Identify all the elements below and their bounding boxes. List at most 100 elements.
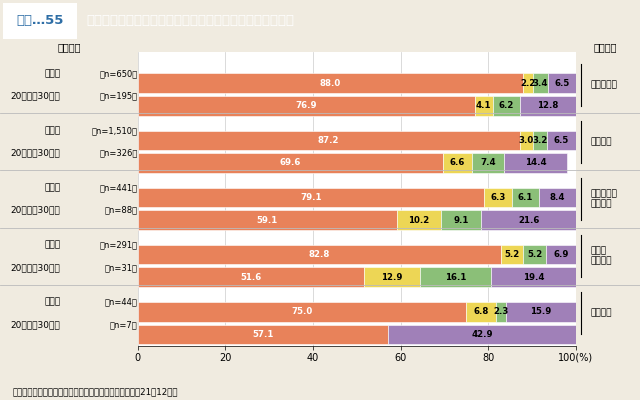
Text: 6.5: 6.5 [555,79,570,88]
Text: 10.2: 10.2 [408,216,429,224]
Text: 20歳代～30歳代: 20歳代～30歳代 [11,149,61,158]
Text: 良くない: 良くない [590,309,612,318]
Text: 図表…55: 図表…55 [16,14,63,27]
Text: 4.1: 4.1 [476,101,492,110]
Bar [524,74,533,93]
Text: （n=88）: （n=88） [104,206,138,215]
Bar [520,96,576,116]
Text: 全世代: 全世代 [44,298,61,306]
Bar [364,267,420,287]
Bar [520,131,533,150]
Text: 16.1: 16.1 [445,273,467,282]
Bar [138,324,388,344]
Text: 資料：内閣府「食育の現状と意識に関する調査」（平成21年12月）: 資料：内閣府「食育の現状と意識に関する調査」（平成21年12月） [13,387,179,396]
Bar [484,188,512,207]
Text: 14.4: 14.4 [525,158,547,168]
Bar [547,131,575,150]
Bar [138,74,524,93]
Text: 42.9: 42.9 [471,330,493,339]
Bar [397,210,442,230]
Bar [388,324,576,344]
Text: 20歳代～30歳代: 20歳代～30歳代 [11,263,61,272]
Text: 5.2: 5.2 [504,250,520,259]
FancyBboxPatch shape [3,3,77,39]
Bar [491,267,576,287]
Bar [138,302,467,322]
Bar [539,188,575,207]
Bar [548,74,577,93]
Text: 6.5: 6.5 [554,136,569,145]
Text: まあ良い: まあ良い [590,137,612,146]
Bar [420,267,491,287]
Text: （n=650）: （n=650） [99,69,138,78]
Text: 6.8: 6.8 [474,307,489,316]
Text: （n=195）: （n=195） [99,92,138,100]
Text: 3.4: 3.4 [532,79,548,88]
Text: 5.2: 5.2 [527,250,543,259]
Text: 6.6: 6.6 [449,158,465,168]
Text: 8.4: 8.4 [549,193,565,202]
Text: どちらとも
いえない: どちらとも いえない [590,189,617,209]
Text: 7.4: 7.4 [480,158,496,168]
Text: あまり
良くない: あまり 良くない [590,246,612,266]
Text: 9.1: 9.1 [454,216,469,224]
Text: 朝食摂取: 朝食摂取 [57,42,81,52]
Bar [533,74,548,93]
Bar [138,153,443,173]
Text: （n=7）: （n=7） [110,320,138,329]
Text: 21.6: 21.6 [518,216,540,224]
Text: 57.1: 57.1 [252,330,273,339]
Text: 6.9: 6.9 [554,250,569,259]
Text: とても良い: とても良い [590,80,617,89]
Text: 健康状態: 健康状態 [593,42,616,52]
Text: 59.1: 59.1 [257,216,278,224]
Text: 20歳代～30歳代: 20歳代～30歳代 [11,92,61,100]
Bar [475,96,493,116]
Bar [493,96,520,116]
Text: 2.3: 2.3 [493,307,509,316]
Text: （n=326）: （n=326） [99,149,138,158]
Text: （n=441）: （n=441） [99,183,138,192]
Text: 2.2: 2.2 [520,79,536,88]
Text: 15.9: 15.9 [531,307,552,316]
Bar [533,131,547,150]
Text: （n=291）: （n=291） [99,240,138,249]
Bar [138,188,484,207]
Text: 79.1: 79.1 [300,193,322,202]
Text: 20歳代～30歳代: 20歳代～30歳代 [11,206,61,215]
Text: 82.8: 82.8 [308,250,330,259]
Text: 20歳代～30歳代: 20歳代～30歳代 [11,320,61,329]
Bar [138,245,500,264]
Bar [138,96,475,116]
Bar [524,245,546,264]
Text: 87.2: 87.2 [318,136,339,145]
Bar [138,131,520,150]
Text: 3.2: 3.2 [532,136,548,145]
Text: 「自分の健康状態に対する認識」と「朝食摂取」との関係: 「自分の健康状態に対する認識」と「朝食摂取」との関係 [86,14,294,27]
Text: 全世代: 全世代 [44,183,61,192]
Bar [138,267,364,287]
Text: 全世代: 全世代 [44,69,61,78]
Bar [546,245,577,264]
Bar [443,153,472,173]
Bar [481,210,576,230]
Text: 75.0: 75.0 [291,307,312,316]
Text: 全世代: 全世代 [44,240,61,249]
Text: 88.0: 88.0 [320,79,341,88]
Text: （n=44）: （n=44） [105,298,138,306]
Bar [472,153,504,173]
Bar [512,188,539,207]
Text: 76.9: 76.9 [296,101,317,110]
Text: 全世代: 全世代 [44,126,61,135]
Bar [496,302,506,322]
Text: 3.0: 3.0 [519,136,534,145]
Text: 6.3: 6.3 [490,193,506,202]
Text: （n=31）: （n=31） [104,263,138,272]
Bar [500,245,524,264]
Bar [467,302,496,322]
Text: 69.6: 69.6 [280,158,301,168]
Bar [442,210,481,230]
Bar [138,210,397,230]
Text: 19.4: 19.4 [523,273,544,282]
Bar [506,302,576,322]
